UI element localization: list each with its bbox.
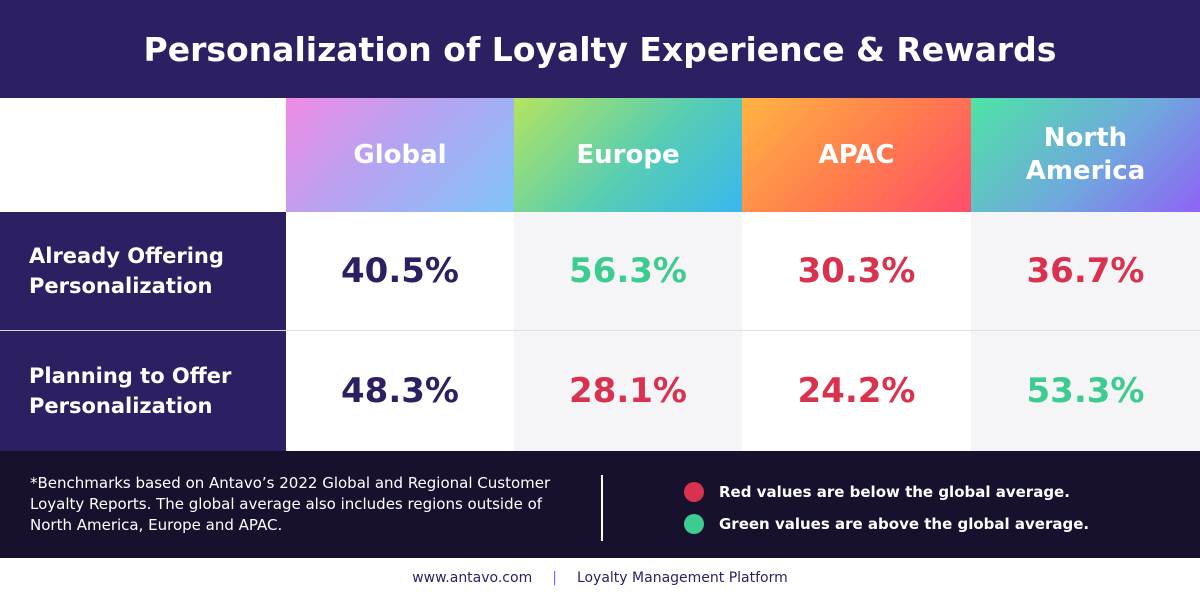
row-label-text: Already Offering Personalization <box>29 244 224 298</box>
tagline: Loyalty Management Platform <box>576 569 788 586</box>
header-blank-cell <box>0 98 286 212</box>
row-label-planning-to-offer: Planning to Offer Personalization <box>0 330 286 451</box>
footer-panel: *Benchmarks based on Antavo’s 2022 Globa… <box>0 451 1200 558</box>
value-cell-already-europe: 56.3% <box>514 212 742 330</box>
row-label-already-offering: Already Offering Personalization <box>0 212 286 330</box>
column-header-europe: Europe <box>514 98 742 212</box>
footnote: *Benchmarks based on Antavo’s 2022 Globa… <box>30 474 551 534</box>
value-cell-already-apac: 30.3% <box>742 212 971 330</box>
page-title: Personalization of Loyalty Experience & … <box>0 0 1200 98</box>
column-header-label: North America <box>1025 123 1146 186</box>
benchmark-table: Global Europe APAC North America Already… <box>0 98 1200 451</box>
website-link[interactable]: www.antavo.com <box>412 569 533 586</box>
legend-red-text: Red values are below the global average. <box>719 483 1070 501</box>
footer-divider <box>601 475 603 541</box>
legend-red-row: Red values are below the global average. <box>684 482 1070 502</box>
value-cell-planning-europe: 28.1% <box>514 330 742 451</box>
column-header-apac: APAC <box>742 98 971 212</box>
column-header-north-america: North America <box>971 98 1200 212</box>
legend-green-row: Green values are above the global averag… <box>684 514 1089 534</box>
value-cell-planning-north-america: 53.3% <box>971 330 1200 451</box>
legend-green-text: Green values are above the global averag… <box>719 515 1090 533</box>
value-cell-planning-global: 48.3% <box>286 330 514 451</box>
column-header-global: Global <box>286 98 514 212</box>
value-cell-already-north-america: 36.7% <box>971 212 1200 330</box>
green-dot-icon <box>684 514 704 534</box>
value-cell-already-global: 40.5% <box>286 212 514 330</box>
red-dot-icon <box>684 482 704 502</box>
value-cell-planning-apac: 24.2% <box>742 330 971 451</box>
bottom-bar: www.antavo.com | Loyalty Management Plat… <box>0 558 1200 597</box>
bottom-separator: | <box>552 569 557 586</box>
row-label-text: Planning to Offer Personalization <box>29 364 232 418</box>
